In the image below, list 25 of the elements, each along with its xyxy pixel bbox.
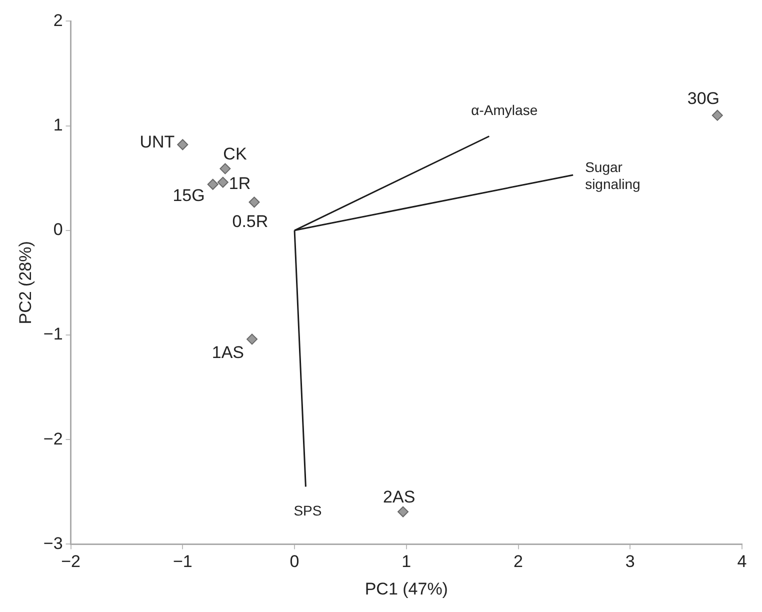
y-tick-label: −2 — [43, 429, 63, 448]
annotation: 15G — [172, 186, 205, 206]
series-label: α-Amylase — [471, 102, 538, 118]
x-tick-label: 3 — [625, 552, 635, 572]
x-tick-label: 4 — [737, 552, 747, 572]
x-tick-label: 2 — [514, 552, 523, 572]
annotation: 1AS — [212, 342, 244, 362]
y-axis-title: PC2 (28%) — [16, 241, 35, 324]
annotation: 30G — [687, 89, 720, 108]
annotation: 1R — [228, 174, 251, 193]
y-tick-label: −1 — [43, 324, 63, 344]
annotation: CK — [223, 144, 248, 164]
x-tick-label: 0 — [290, 552, 300, 572]
x-tick-label: 1 — [402, 552, 412, 572]
x-axis-title: PC1 (47%) — [364, 579, 448, 598]
y-tick-label: 1 — [53, 115, 63, 134]
y-tick-label: 0 — [53, 220, 63, 240]
x-tick-label: −1 — [172, 552, 192, 572]
y-tick-label: 2 — [53, 10, 63, 30]
annotation: UNT — [140, 132, 175, 152]
annotation: 0.5R — [232, 212, 268, 231]
series-label: SPS — [294, 502, 322, 519]
series-label: Sugar signaling — [585, 158, 640, 192]
y-tick-label: −3 — [43, 534, 63, 553]
annotation: 2AS — [383, 487, 416, 506]
